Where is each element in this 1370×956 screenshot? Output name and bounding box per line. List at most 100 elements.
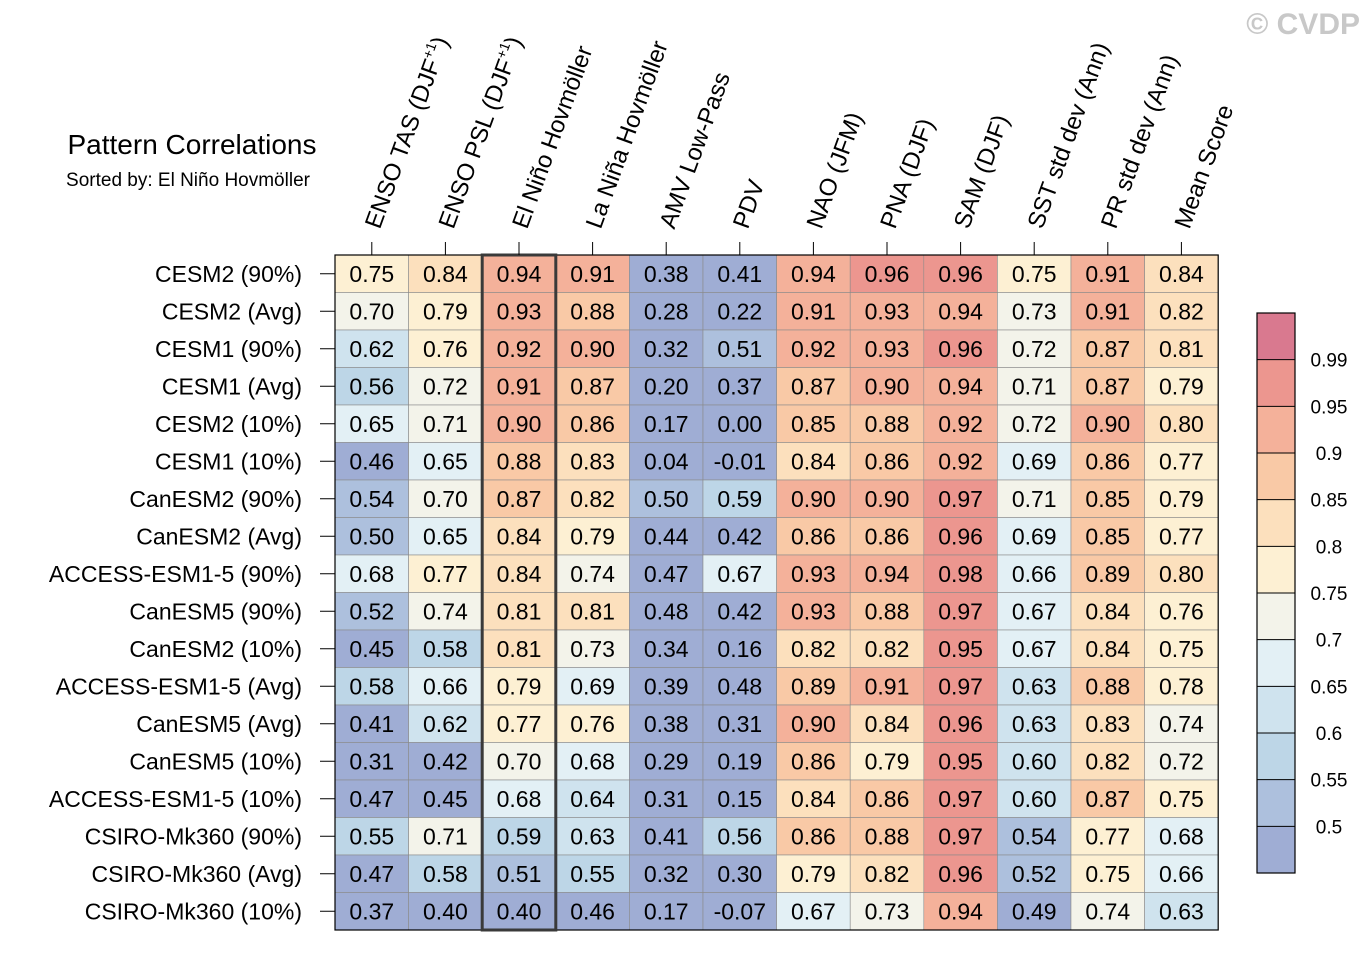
heatmap-cell	[1070, 554, 1145, 593]
cell-value: 0.41	[644, 823, 689, 849]
cell-value: 0.76	[423, 336, 468, 362]
colorbar-segment	[1257, 593, 1295, 640]
cell-value: 0.39	[644, 673, 689, 699]
cell-value: 0.50	[644, 486, 689, 512]
heatmap-cell	[776, 329, 851, 368]
cell-value: 0.72	[1012, 336, 1057, 362]
cell-value: 0.75	[349, 261, 394, 287]
cell-value: 0.82	[865, 861, 910, 887]
cell-value: 0.90	[865, 373, 910, 399]
cell-value: 0.86	[1085, 448, 1130, 474]
cell-value: 0.69	[1012, 523, 1057, 549]
heatmap-cell	[776, 592, 851, 631]
heatmap-cell	[408, 854, 483, 893]
cell-value: 0.62	[423, 711, 468, 737]
cell-value: 0.66	[1159, 861, 1204, 887]
cell-value: 0.90	[791, 711, 836, 737]
cell-value: 0.63	[1012, 673, 1057, 699]
cell-value: 0.79	[1159, 486, 1204, 512]
heatmap-cell	[1144, 742, 1219, 781]
cell-value: 0.70	[423, 486, 468, 512]
heatmap-cell	[408, 592, 483, 631]
cell-value: 0.84	[791, 786, 836, 812]
heatmap-cell	[481, 329, 557, 368]
colorbar-segment	[1257, 826, 1295, 873]
cell-value: 0.67	[791, 898, 836, 924]
colorbar-tick-label: 0.55	[1311, 771, 1348, 792]
heatmap-cell	[776, 892, 851, 931]
cell-value: 0.32	[644, 336, 689, 362]
heatmap-cell	[629, 892, 704, 931]
heatmap-cell	[776, 704, 851, 743]
column-label-text: PR std dev (Ann)	[1096, 51, 1184, 232]
cell-value: 0.87	[570, 373, 615, 399]
cell-value: 0.91	[865, 673, 910, 699]
column-label-text: SAM (DJF)	[949, 111, 1015, 232]
cell-value: 0.63	[570, 823, 615, 849]
heatmap-cell	[776, 367, 851, 406]
cell-value: 0.86	[791, 523, 836, 549]
cell-value: 0.82	[865, 636, 910, 662]
grid-frame	[334, 254, 1219, 931]
heatmap-cell	[849, 517, 925, 556]
heatmap-cell	[334, 479, 409, 518]
cell-value: 0.66	[423, 673, 468, 699]
column-label-pr-std-dev-ann: PR std dev (Ann)	[1096, 51, 1184, 232]
heatmap-cell	[1144, 329, 1219, 368]
heatmap-cell	[702, 667, 777, 706]
cell-value: 0.87	[1085, 786, 1130, 812]
cell-value: 0.77	[497, 711, 542, 737]
heatmap-cell	[555, 479, 630, 518]
cell-value: 0.00	[717, 411, 762, 437]
column-label-mean-score: Mean Score	[1170, 101, 1240, 232]
chart-title: Pattern Correlations	[67, 129, 316, 160]
heatmap-cell	[849, 704, 925, 743]
cell-value: 0.83	[1085, 711, 1130, 737]
heatmap-cell	[629, 704, 704, 743]
heatmap-cell	[334, 367, 409, 406]
column-label-enso-psl-djf: ENSO PSL (DJF+1)	[432, 33, 528, 233]
colorbar-tick-label: 0.9	[1316, 444, 1342, 465]
cell-value: 0.86	[865, 448, 910, 474]
cell-value: 0.17	[644, 898, 689, 924]
cell-value: 0.90	[570, 336, 615, 362]
heatmap-cell	[555, 442, 630, 481]
cell-value: 0.80	[1159, 411, 1204, 437]
heatmap-cell	[923, 479, 998, 518]
cell-value: 0.40	[423, 898, 468, 924]
heatmap-cell	[555, 329, 630, 368]
cell-value: 0.88	[865, 411, 910, 437]
heatmap-cell	[702, 742, 777, 781]
cell-value: 0.30	[717, 861, 762, 887]
cell-value: 0.79	[1159, 373, 1204, 399]
heatmap-cell	[997, 779, 1072, 818]
heatmap-cell	[1144, 704, 1219, 743]
cell-value: 0.71	[423, 823, 468, 849]
cell-value: 0.47	[644, 561, 689, 587]
row-label-canesm2-10: CanESM2 (10%)	[129, 636, 302, 662]
cell-value: 0.89	[791, 673, 836, 699]
row-label-csiro-mk360-90: CSIRO-Mk360 (90%)	[85, 823, 302, 849]
heatmap-cell	[1144, 554, 1219, 593]
heatmap-cell	[997, 742, 1072, 781]
row-label-access-esm1-5-90: ACCESS-ESM1-5 (90%)	[49, 561, 302, 587]
heatmap-cell	[408, 704, 483, 743]
heatmap-cell	[776, 404, 851, 443]
heatmap-cell	[1070, 742, 1145, 781]
heatmap-cell	[923, 442, 998, 481]
heatmap-cell	[702, 292, 777, 331]
heatmap-cell	[702, 404, 777, 443]
cell-value: 0.91	[791, 298, 836, 324]
cell-value: 0.65	[423, 448, 468, 474]
cell-value: 0.93	[791, 598, 836, 624]
cell-value: 0.78	[1159, 673, 1204, 699]
heatmap-cell	[849, 554, 925, 593]
cell-value: 0.44	[644, 523, 689, 549]
cell-value: 0.47	[349, 786, 394, 812]
heatmap-cell	[1070, 779, 1145, 818]
cell-value: 0.86	[570, 411, 615, 437]
heatmap-cell	[702, 254, 777, 293]
row-label-cesm1-10: CESM1 (10%)	[155, 448, 302, 474]
row-label-csiro-mk360-10: CSIRO-Mk360 (10%)	[85, 898, 302, 924]
